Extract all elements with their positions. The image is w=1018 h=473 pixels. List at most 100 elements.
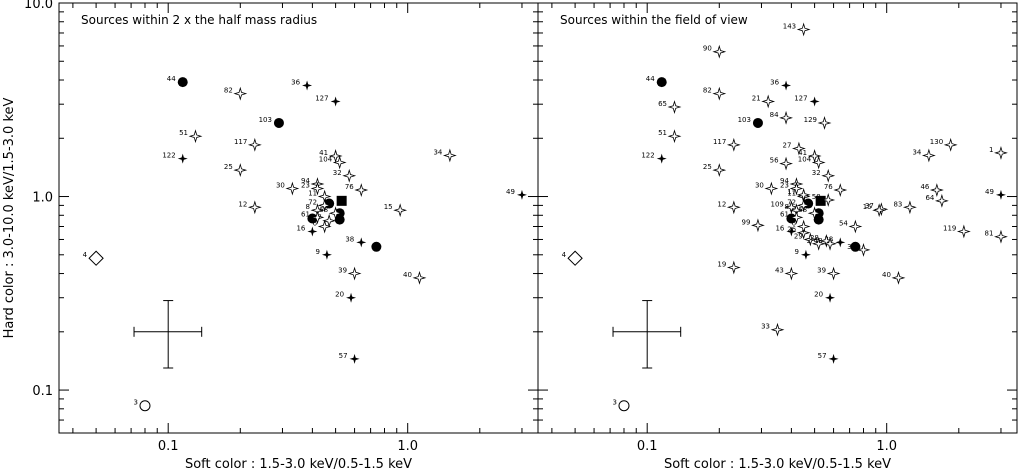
point-label: 12	[238, 200, 247, 208]
point-open-star	[791, 141, 806, 156]
point-label: 117	[713, 138, 726, 146]
panel-left: 0.1 1.00.11.010.0441033612712249163892057…	[24, 0, 539, 454]
point-open-star	[789, 181, 804, 196]
point-open-star	[934, 193, 949, 208]
point-label: 99	[742, 218, 751, 226]
panel-right: 0.1 1.04410336127122491638920571439082652…	[537, 2, 1018, 454]
point-label: 32	[333, 169, 342, 177]
point-label: 25	[703, 163, 712, 171]
x-tick-label: 1.0	[397, 439, 418, 454]
point-filled-star	[995, 189, 1006, 200]
point-label: 23	[301, 182, 310, 190]
point-label: 15	[384, 203, 393, 211]
point-label: 38	[345, 235, 354, 243]
point-open-circle	[139, 400, 151, 412]
point-open-star	[943, 137, 958, 152]
point-label: 41	[319, 149, 328, 157]
y-tick-label: 1.0	[32, 191, 53, 206]
point-label: 103	[738, 116, 751, 124]
point-open-star	[796, 198, 811, 213]
point-open-star	[856, 242, 871, 257]
point-label: 44	[646, 75, 655, 83]
point-filled-square	[815, 195, 826, 206]
point-label: 11	[308, 190, 317, 198]
point-open-star	[891, 270, 906, 285]
point-label: 26	[787, 226, 796, 234]
point-label: 90	[703, 45, 712, 53]
point-label: 82	[703, 87, 712, 95]
point-open-star	[848, 219, 863, 234]
point-open-star	[817, 116, 832, 130]
point-open-star	[442, 148, 457, 163]
point-open-star	[811, 236, 826, 251]
point-label: 39	[338, 267, 347, 275]
point-open-star	[310, 181, 325, 196]
point-open-star	[796, 219, 811, 234]
point-label: 3	[134, 399, 138, 407]
point-open-star	[285, 181, 300, 196]
point-label: 36	[770, 78, 779, 86]
point-filled-star	[828, 353, 839, 364]
point-open-star	[726, 137, 741, 152]
point-label: 28	[810, 234, 819, 242]
point-label: 6	[792, 220, 797, 228]
point-open-star	[811, 155, 826, 170]
point-label: 16	[296, 224, 305, 232]
point-label: 15	[863, 203, 872, 211]
point-label: 30	[755, 182, 764, 190]
point-label: 51	[658, 129, 667, 137]
point-filled-star	[321, 249, 332, 260]
point-open-star	[826, 266, 841, 281]
point-open-star	[310, 210, 325, 225]
point-open-star	[929, 183, 944, 197]
point-open-star	[796, 22, 811, 37]
point-filled-square	[336, 195, 347, 206]
point-label: 30	[276, 182, 285, 190]
point-label: 34	[433, 148, 442, 156]
point-label: 40	[882, 271, 891, 279]
point-label: 81	[985, 230, 994, 238]
point-label: 6	[313, 220, 318, 228]
point-open-star	[833, 183, 848, 197]
point-open-star	[823, 236, 837, 251]
point-open-star	[807, 149, 822, 163]
point-open-star	[712, 44, 727, 59]
point-open-star	[779, 156, 793, 171]
point-label: 12	[717, 200, 726, 208]
point-filled-circle	[177, 77, 188, 88]
point-open-star	[332, 155, 347, 170]
point-label: 119	[943, 224, 956, 232]
point-label: 38	[824, 235, 833, 243]
point-open-diamond	[88, 250, 104, 266]
point-open-star	[667, 129, 682, 144]
point-label: 72	[308, 198, 317, 206]
point-filled-star	[825, 292, 836, 303]
point-label: 61	[301, 210, 310, 218]
point-label: 25	[224, 163, 233, 171]
point-open-star	[342, 168, 357, 183]
point-label: 76	[824, 183, 833, 191]
y-tick-label: 10.0	[24, 0, 53, 12]
point-open-star	[784, 200, 799, 215]
point-label: 40	[403, 271, 412, 279]
point-open-star	[328, 149, 343, 163]
point-filled-circle	[307, 213, 318, 224]
point-label: 103	[259, 116, 272, 124]
point-label: 122	[162, 152, 175, 160]
point-open-star	[779, 110, 793, 125]
point-label: 36	[291, 78, 300, 86]
point-filled-star	[809, 96, 820, 107]
point-label: 83	[893, 200, 902, 208]
point-label: 76	[345, 183, 354, 191]
point-filled-star	[781, 80, 792, 91]
point-open-star	[188, 129, 203, 144]
point-label: 143	[783, 22, 796, 30]
point-open-diamond	[567, 250, 583, 266]
panel-title-right: Sources within the field of view	[560, 13, 748, 27]
point-label: 94	[301, 177, 310, 185]
point-open-star	[412, 270, 427, 285]
point-filled-star	[516, 189, 527, 200]
point-label: 11	[787, 190, 796, 198]
point-label: 72	[787, 198, 796, 206]
